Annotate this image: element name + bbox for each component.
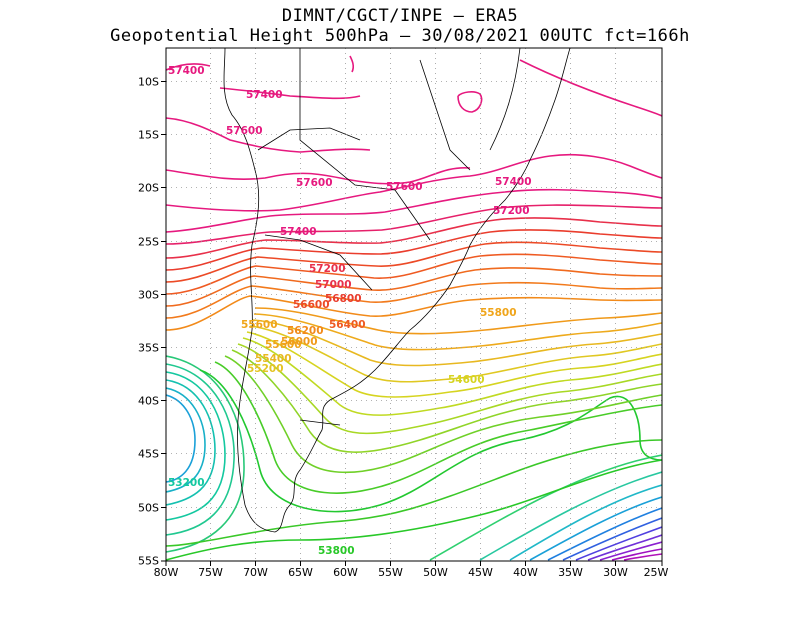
tick-marks (161, 81, 663, 566)
map-title-line-1: DIMNT/CGCT/INPE – ERA5 (281, 6, 519, 26)
x-tick-label: 60W (333, 566, 358, 579)
y-tick-label: 35S (138, 342, 159, 355)
contour-label: 57400 (280, 226, 317, 238)
trough-contours (199, 307, 662, 513)
y-tick-label: 10S (138, 76, 159, 89)
contour-labels: 57400 57400 57600 57600 57600 57400 5720… (168, 65, 532, 557)
x-tick-label: 40W (513, 566, 538, 579)
contour-label: 57600 (226, 125, 263, 137)
y-tick-label: 45S (138, 448, 159, 461)
contour-label: 57600 (386, 181, 423, 193)
mid-latitude-contours (166, 204, 662, 331)
y-tick-label: 20S (138, 182, 159, 195)
y-tick-label: 55S (138, 555, 159, 568)
southeast-low-contours (429, 454, 662, 561)
x-tick-label: 50W (423, 566, 448, 579)
x-axis-labels: 80W 75W 70W 65W 60W 55W 50W 45W 40W 35W … (154, 566, 669, 579)
contour-label: 54600 (448, 374, 485, 386)
x-tick-label: 25W (644, 566, 669, 579)
x-tick-label: 80W (154, 566, 179, 579)
x-tick-label: 70W (243, 566, 268, 579)
x-tick-label: 45W (468, 566, 493, 579)
contour-label: 55600 (265, 339, 302, 351)
contour-label: 55800 (480, 307, 517, 319)
y-tick-label: 30S (138, 289, 159, 302)
contour-label: 57200 (493, 205, 530, 217)
contour-label: 57400 (246, 89, 283, 101)
contour-label: 55400 (255, 353, 292, 365)
x-tick-label: 30W (603, 566, 628, 579)
grid-lines (166, 48, 662, 561)
x-tick-label: 35W (558, 566, 583, 579)
south-america-outline (223, 48, 571, 533)
contour-label: 55600 (241, 319, 278, 331)
contour-label: 57400 (495, 176, 532, 188)
y-axis-labels: 10S 15S 20S 25S 30S 35S 40S 45S 50S 55S (138, 76, 159, 568)
contour-label: 53200 (168, 477, 205, 489)
y-tick-label: 50S (138, 502, 159, 515)
contour-label: 57600 (296, 177, 333, 189)
y-tick-label: 15S (138, 129, 159, 142)
y-tick-label: 40S (138, 395, 159, 408)
contour-label: 53800 (318, 545, 355, 557)
contour-label: 56000 (281, 336, 318, 348)
y-tick-label: 25S (138, 236, 159, 249)
contour-label: 57000 (315, 279, 352, 291)
map-title-line-2: Geopotential Height 500hPa – 30/08/2021 … (110, 26, 690, 46)
contour-label: 56200 (287, 325, 324, 337)
contour-label: 57400 (168, 65, 205, 77)
contour-label: 56400 (329, 319, 366, 331)
contour-label: 57200 (309, 263, 346, 275)
map-plot-area (166, 48, 662, 561)
southwest-low-contours (166, 355, 662, 561)
north-contours (166, 55, 662, 233)
contour-label: 56800 (325, 293, 362, 305)
x-tick-label: 55W (378, 566, 403, 579)
contour-label: 56600 (293, 299, 330, 311)
x-tick-label: 65W (288, 566, 313, 579)
map-frame (165, 47, 663, 562)
x-tick-label: 75W (198, 566, 223, 579)
contour-label: 55200 (247, 363, 284, 375)
